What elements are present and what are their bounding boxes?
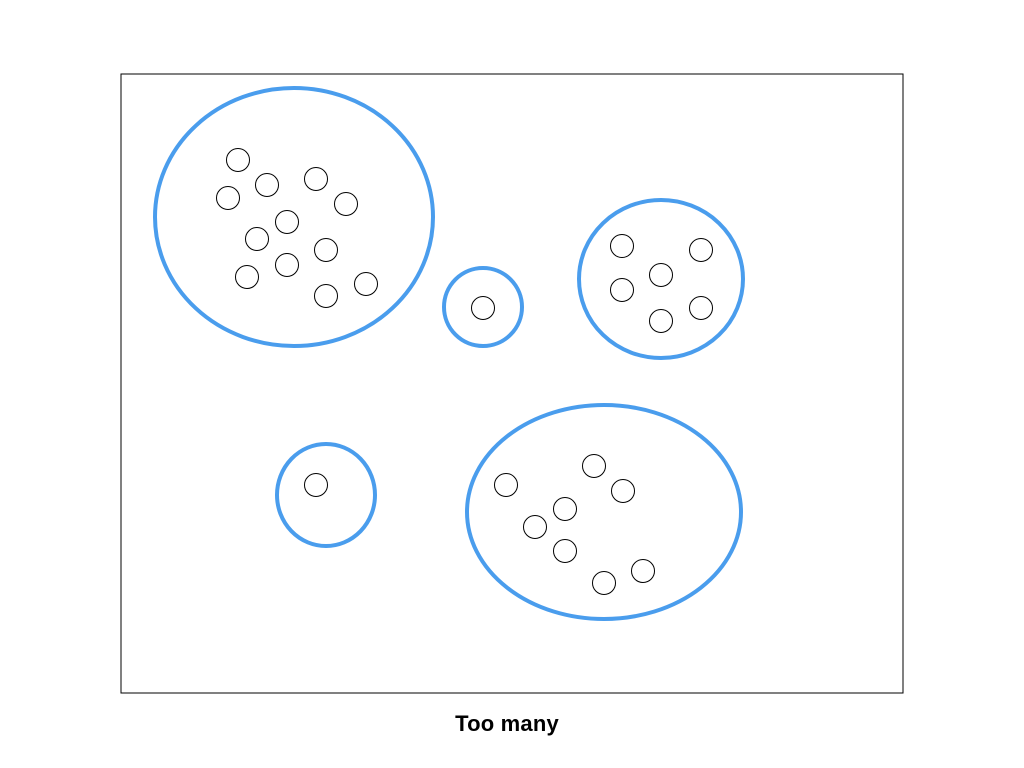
cluster-4 [277,444,375,546]
data-point [612,480,635,503]
data-point [256,174,279,197]
data-point [583,455,606,478]
data-point [276,211,299,234]
data-point [305,168,328,191]
data-point [650,264,673,287]
data-point [472,297,495,320]
data-point [335,193,358,216]
cluster-2 [444,268,522,346]
data-point [355,273,378,296]
data-point [217,187,240,210]
cluster-5 [467,405,741,619]
data-point [524,516,547,539]
data-point [593,572,616,595]
data-point [495,474,518,497]
data-point [650,310,673,333]
data-point [632,560,655,583]
data-point [315,239,338,262]
data-point [315,285,338,308]
data-point [611,279,634,302]
cluster-boundary [277,444,375,546]
data-point [246,228,269,251]
data-point [227,149,250,172]
data-point [236,266,259,289]
diagram-caption: Too many [0,711,1014,737]
data-point [554,498,577,521]
data-point [554,540,577,563]
data-point [690,239,713,262]
data-point [611,235,634,258]
cluster-1 [155,88,433,346]
data-point [690,297,713,320]
data-point [305,474,328,497]
data-point [276,254,299,277]
cluster-3 [579,200,743,358]
